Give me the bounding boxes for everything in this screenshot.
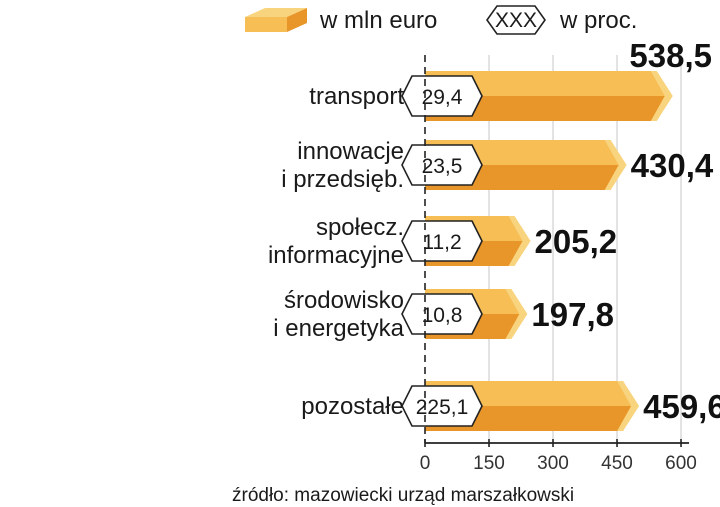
- legend-label-euro: w mln euro: [319, 7, 437, 34]
- legend-marker-text: XXX: [495, 9, 537, 32]
- percent-marker: [401, 385, 483, 427]
- value-label: 205,2: [535, 223, 618, 260]
- percent-marker: [401, 144, 483, 186]
- value-label: 459,6: [643, 388, 720, 425]
- percent-label: 29,4: [422, 86, 463, 109]
- bar-cap: [617, 381, 640, 431]
- legend-box-top: [245, 8, 307, 17]
- legend: w mln euro XXX w proc.: [245, 5, 637, 35]
- category-label: środowisko: [284, 287, 404, 314]
- x-axis: 0 150 300 450 600: [420, 55, 697, 474]
- bar-shade: [425, 96, 671, 121]
- x-tick-label: 150: [473, 453, 505, 474]
- legend-percent-marker: [486, 5, 546, 35]
- category-label: innowacje: [297, 138, 404, 165]
- percent-label: 23,5: [422, 155, 463, 178]
- percent-label: 10,8: [422, 304, 463, 327]
- category-label: i przedsięb.: [281, 166, 404, 193]
- category-label: społecz.: [316, 214, 404, 241]
- value-label: 197,8: [531, 296, 614, 333]
- category-label: informacyjne: [268, 242, 404, 269]
- bar-cap: [505, 289, 528, 339]
- category-label: i energetyka: [273, 315, 404, 342]
- category-label: pozostałe: [301, 393, 404, 420]
- source-note: źródło: mazowiecki urząd marszałkowski: [232, 485, 574, 506]
- x-tick-label: 600: [665, 453, 697, 474]
- percent-marker: [401, 220, 483, 262]
- legend-box-front: [245, 17, 287, 32]
- bar-cap: [604, 140, 627, 190]
- x-tick-label: 450: [601, 453, 633, 474]
- legend-label-percent: w proc.: [559, 7, 637, 34]
- bar: [425, 71, 671, 96]
- percent-marker: [401, 75, 483, 117]
- percent-label: 11,2: [422, 231, 461, 254]
- legend-box-side: [287, 8, 307, 32]
- percent-label: 225,1: [416, 396, 469, 419]
- bar-cap: [508, 216, 531, 266]
- value-label: 538,5: [629, 37, 712, 74]
- category-label: transport: [309, 83, 404, 110]
- bar-group: pozostałe 225,1 459,6: [301, 381, 720, 431]
- x-tick-label: 300: [537, 453, 569, 474]
- bar-group: transport 29,4 538,5: [309, 37, 712, 121]
- value-label: 430,4: [631, 147, 714, 184]
- bar-group: społecz.informacyjne 11,2 205,2: [268, 214, 617, 269]
- bar-cap: [650, 71, 673, 121]
- percent-marker: [401, 293, 483, 335]
- x-tick-label: 0: [420, 453, 431, 474]
